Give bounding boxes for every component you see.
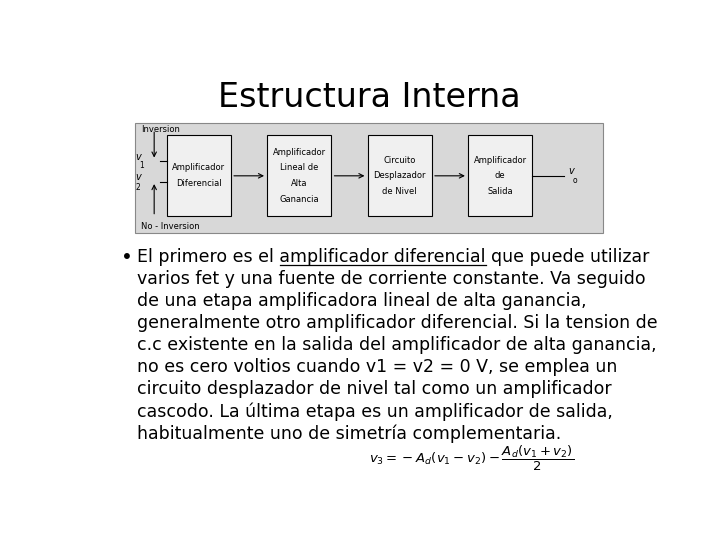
Text: no es cero voltios cuando v1 = v2 = 0 V, se emplea un: no es cero voltios cuando v1 = v2 = 0 V,… [138,358,618,376]
Text: de: de [495,171,505,180]
Text: No - Inversion: No - Inversion [141,222,200,232]
Bar [167,136,231,217]
Text: circuito desplazador de nivel tal como un amplificador: circuito desplazador de nivel tal como u… [138,380,612,398]
Text: varios fet y una fuente de corriente constante. Va seguido: varios fet y una fuente de corriente con… [138,270,646,288]
Text: cascodo. La última etapa es un amplificador de salida,: cascodo. La última etapa es un amplifica… [138,402,613,421]
Bar [368,136,432,217]
Text: Amplificador: Amplificador [172,164,225,172]
Text: 1: 1 [139,161,144,170]
Text: o: o [572,176,577,185]
Text: Estructura Interna: Estructura Interna [217,82,521,114]
Text: v: v [136,152,142,162]
Text: El primero es el amplificador diferencial que puede utilizar: El primero es el amplificador diferencia… [138,248,650,266]
Text: Salida: Salida [487,187,513,196]
Text: habitualmente uno de simetría complementaria.: habitualmente uno de simetría complement… [138,424,562,443]
Text: Lineal de: Lineal de [280,164,318,172]
Text: Amplificador: Amplificador [273,147,326,157]
Text: 2: 2 [136,183,140,192]
Text: •: • [121,248,132,267]
Text: Inversion: Inversion [141,125,180,134]
Text: Desplazador: Desplazador [374,171,426,180]
Text: c.c existente en la salida del amplificador de alta ganancia,: c.c existente en la salida del amplifica… [138,336,657,354]
Text: v: v [136,172,142,182]
Text: de Nivel: de Nivel [382,187,417,196]
Bar [267,136,331,217]
Text: Circuito: Circuito [384,156,416,165]
Text: Diferencial: Diferencial [176,179,222,188]
Text: v: v [569,166,575,176]
Text: $v_3 = -A_d(v_1 - v_2) - \dfrac{A_d(v_1+v_2)}{2}$: $v_3 = -A_d(v_1 - v_2) - \dfrac{A_d(v_1+… [369,444,574,473]
Text: generalmente otro amplificador diferencial. Si la tension de: generalmente otro amplificador diferenci… [138,314,658,332]
Text: de una etapa amplificadora lineal de alta ganancia,: de una etapa amplificadora lineal de alt… [138,292,587,310]
Text: Amplificador: Amplificador [474,156,527,165]
Bar [468,136,532,217]
Text: Ganancia: Ganancia [279,195,319,204]
Bar [135,123,603,233]
Text: Alta: Alta [291,179,307,188]
